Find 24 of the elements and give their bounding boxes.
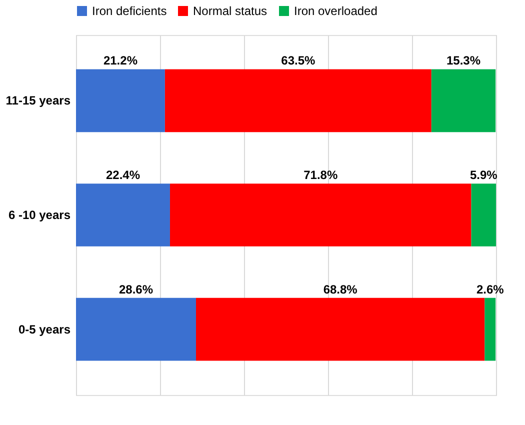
- data-label: 22.4%: [106, 168, 140, 182]
- bar: [76, 184, 170, 246]
- bar: [471, 184, 496, 246]
- bar: [164, 69, 432, 132]
- data-label: 68.8%: [323, 282, 358, 296]
- legend-label: Iron overloaded: [294, 4, 378, 18]
- data-label: 71.8%: [304, 168, 338, 182]
- bar: [196, 298, 485, 361]
- data-label: 2.6%: [476, 282, 504, 296]
- data-label: 15.3%: [446, 54, 481, 68]
- bar: [484, 298, 496, 361]
- data-label: 28.6%: [118, 282, 154, 296]
- legend-label: Iron deficients: [92, 4, 167, 18]
- y-tick-label: 6 -10 years: [8, 208, 71, 222]
- y-tick-label: 0-5 years: [18, 322, 71, 336]
- data-label: 63.5%: [281, 54, 316, 68]
- legend-label: Normal status: [193, 4, 268, 18]
- bar: [76, 69, 165, 132]
- bar: [431, 69, 496, 132]
- data-label: 5.9%: [470, 168, 498, 182]
- bar: [76, 298, 196, 361]
- bar: [170, 184, 472, 246]
- y-tick-label: 11-15 years: [6, 94, 71, 108]
- data-label: 21.2%: [103, 54, 138, 68]
